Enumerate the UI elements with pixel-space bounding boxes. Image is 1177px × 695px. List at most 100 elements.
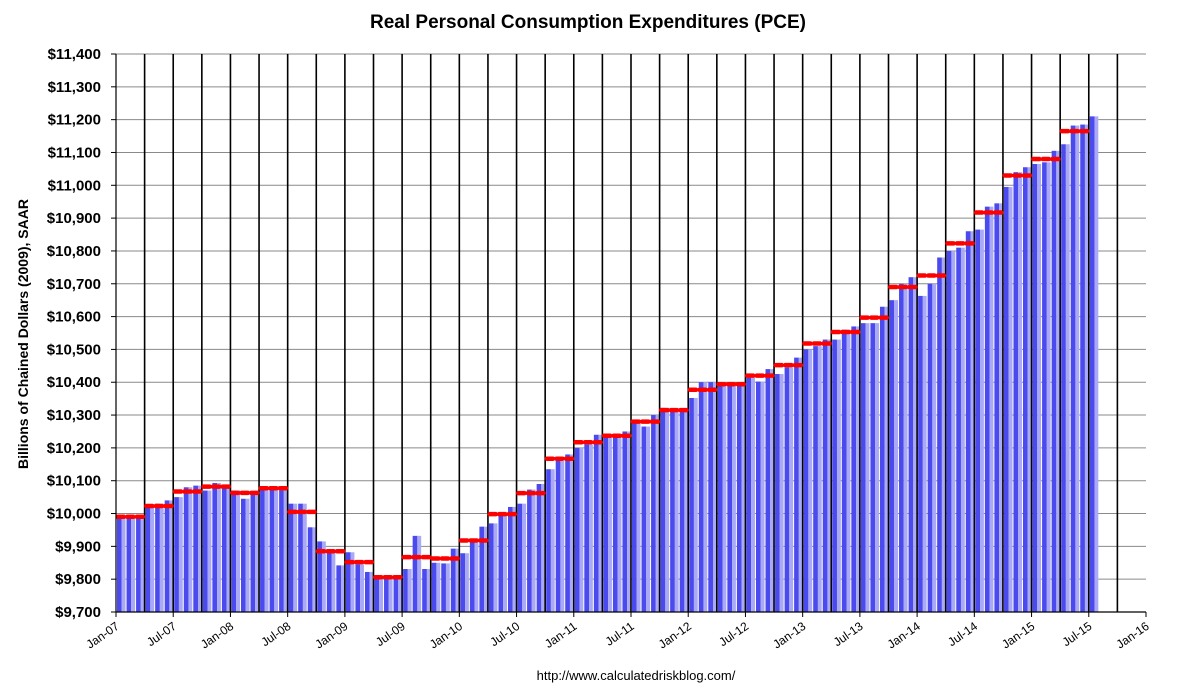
pce-bar-dark [899, 283, 904, 612]
pce-bar-79 [860, 323, 870, 612]
pce-bar-light [732, 383, 736, 612]
pce-bar-39 [479, 526, 488, 612]
pce-bar-light [903, 283, 908, 612]
pce-bar-36 [450, 548, 460, 612]
pce-bar-dark [879, 306, 885, 612]
pce-bar-light [293, 503, 298, 612]
pce-bar-93 [994, 203, 1003, 613]
y-tick-label: $10,600 [47, 309, 101, 326]
pce-bar-dark [679, 410, 685, 612]
pce-bar-96 [1023, 167, 1032, 612]
pce-bar-dark [813, 346, 818, 612]
pce-bar-light [646, 426, 651, 612]
pce-bar-light [1075, 125, 1080, 612]
pce-bar-7 [174, 497, 183, 612]
pce-bar-light [751, 377, 755, 612]
pce-bar-dark [546, 469, 551, 612]
pce-bar-light [1008, 186, 1013, 612]
pce-bar-47 [555, 461, 565, 612]
pce-bar-light [894, 300, 899, 612]
pce-bar-light [970, 231, 975, 612]
pce-bar-17 [269, 487, 279, 612]
pce-bar-67 [746, 377, 755, 612]
pce-bar-light [846, 329, 851, 612]
pce-bar-71 [784, 367, 794, 612]
pce-bar-light [827, 339, 832, 612]
pce-bar-44 [527, 489, 536, 612]
pce-bar-dark [765, 369, 771, 612]
pce-bar-dark [593, 434, 599, 612]
pce-bar-light [245, 498, 250, 612]
pce-bar-light [426, 569, 431, 612]
y-tick-label: $10,300 [47, 407, 101, 424]
pce-bar-dark [508, 506, 513, 612]
pce-bar-35 [441, 563, 450, 612]
pce-bar-light [531, 489, 536, 612]
pce-bar-light [1037, 163, 1042, 613]
pce-bar-87 [937, 257, 946, 612]
pce-bar-light [1065, 144, 1070, 612]
pce-bar-dark [288, 503, 294, 612]
pce-bar-40 [488, 523, 498, 612]
y-tick-label: $11,000 [48, 177, 101, 194]
pce-bar-32 [412, 535, 422, 612]
pce-bar-49 [574, 447, 584, 612]
pce-bar-light [512, 506, 517, 612]
pce-bar-dark [488, 523, 494, 612]
pce-bar-75 [822, 339, 832, 612]
pce-bar-63 [708, 382, 717, 612]
pce-bar-dark [689, 397, 694, 612]
pce-bar-light [779, 374, 784, 612]
pce-bar-95 [1013, 172, 1023, 612]
pce-bar-light [1018, 172, 1023, 612]
pce-bar-light [875, 323, 879, 612]
pce-bar-dark [1023, 167, 1028, 612]
pce-bar-light [913, 277, 918, 612]
pce-bar-light [379, 576, 384, 612]
pce-bar-light [350, 552, 355, 612]
pce-bar-light [941, 257, 946, 612]
pce-bar-dark [660, 407, 666, 612]
pce-bar-dark [527, 489, 532, 612]
pce-bar-dark [727, 383, 733, 612]
pce-bar-light [636, 423, 641, 612]
pce-bar-73 [803, 349, 813, 612]
pce-bar-dark [422, 569, 427, 612]
pce-bar-dark [1051, 150, 1057, 612]
pce-bar-dark [984, 206, 990, 613]
pce-bar-dark [622, 431, 628, 612]
pce-bar-light [121, 518, 126, 612]
pce-bar-light [932, 283, 937, 612]
pce-bar-light [445, 563, 450, 612]
pce-bar-25 [345, 552, 355, 612]
pce-bar-light [302, 503, 307, 612]
pce-bar-light [1084, 124, 1089, 612]
pce-bar-dark [794, 357, 799, 612]
pce-bar-light [589, 444, 593, 612]
pce-bar-46 [546, 469, 555, 612]
pce-bar-74 [813, 346, 822, 612]
pce-bar-18 [279, 490, 288, 612]
pce-bar-85 [918, 295, 927, 612]
pce-bar-dark [117, 518, 122, 612]
pce-bar-dark [870, 323, 876, 612]
pce-bar-88 [946, 250, 956, 613]
pce-bar-light [569, 454, 574, 612]
pce-bars [117, 116, 1099, 613]
pce-bar-light [312, 527, 317, 612]
pce-bar-light [465, 553, 469, 612]
pce-bar-light [817, 346, 822, 612]
pce-bar-22 [317, 541, 326, 612]
pce-bar-dark [1013, 172, 1019, 612]
pce-bar-light [951, 250, 956, 613]
pce-bar-dark [355, 564, 361, 612]
pce-bar-dark [565, 454, 570, 612]
pce-bar-59 [670, 411, 679, 612]
pce-bar-91 [975, 229, 984, 612]
pce-bar-light [131, 516, 136, 612]
pce-bar-light [579, 447, 584, 612]
pce-bar-86 [927, 283, 937, 612]
pce-bar-dark [412, 535, 418, 612]
y-tick-label: $11,300 [48, 79, 101, 96]
pce-bar-light [255, 492, 260, 612]
